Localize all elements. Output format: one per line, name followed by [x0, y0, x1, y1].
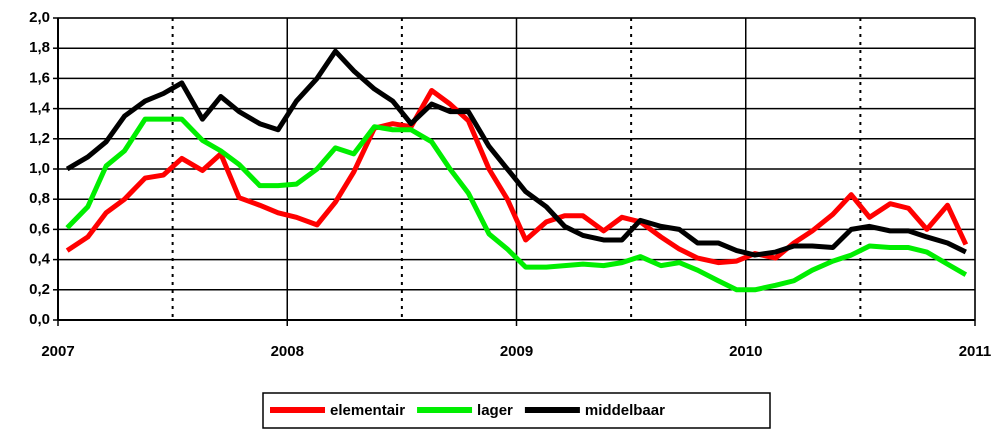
y-tick-label: 1,8	[29, 39, 50, 56]
y-tick-label: 1,6	[29, 69, 50, 86]
x-tick-label: 2011	[959, 343, 992, 360]
y-tick-label: 1,0	[29, 160, 50, 177]
y-tick-label: 1,2	[29, 130, 50, 147]
y-tick-label: 0,4	[29, 251, 51, 268]
x-tick-label: 2007	[41, 343, 74, 360]
series-line	[65, 116, 968, 293]
x-tick-label: 2009	[500, 343, 533, 360]
legend-box	[262, 392, 771, 429]
series-line	[65, 87, 969, 266]
legend-label: lager	[477, 402, 513, 419]
y-tick-label: 0,0	[29, 311, 50, 328]
y-tick-label: 1,4	[29, 100, 51, 117]
series-line	[65, 48, 967, 258]
legend-label: elementair	[330, 402, 405, 419]
y-tick-label: 0,6	[29, 220, 50, 237]
y-tick-label: 2,0	[29, 9, 50, 26]
x-tick-label: 2010	[729, 343, 762, 360]
legend-label: middelbaar	[585, 402, 665, 419]
y-tick-label: 0,2	[29, 281, 50, 298]
x-tick-label: 2008	[271, 343, 304, 360]
y-tick-label: 0,8	[29, 190, 50, 207]
